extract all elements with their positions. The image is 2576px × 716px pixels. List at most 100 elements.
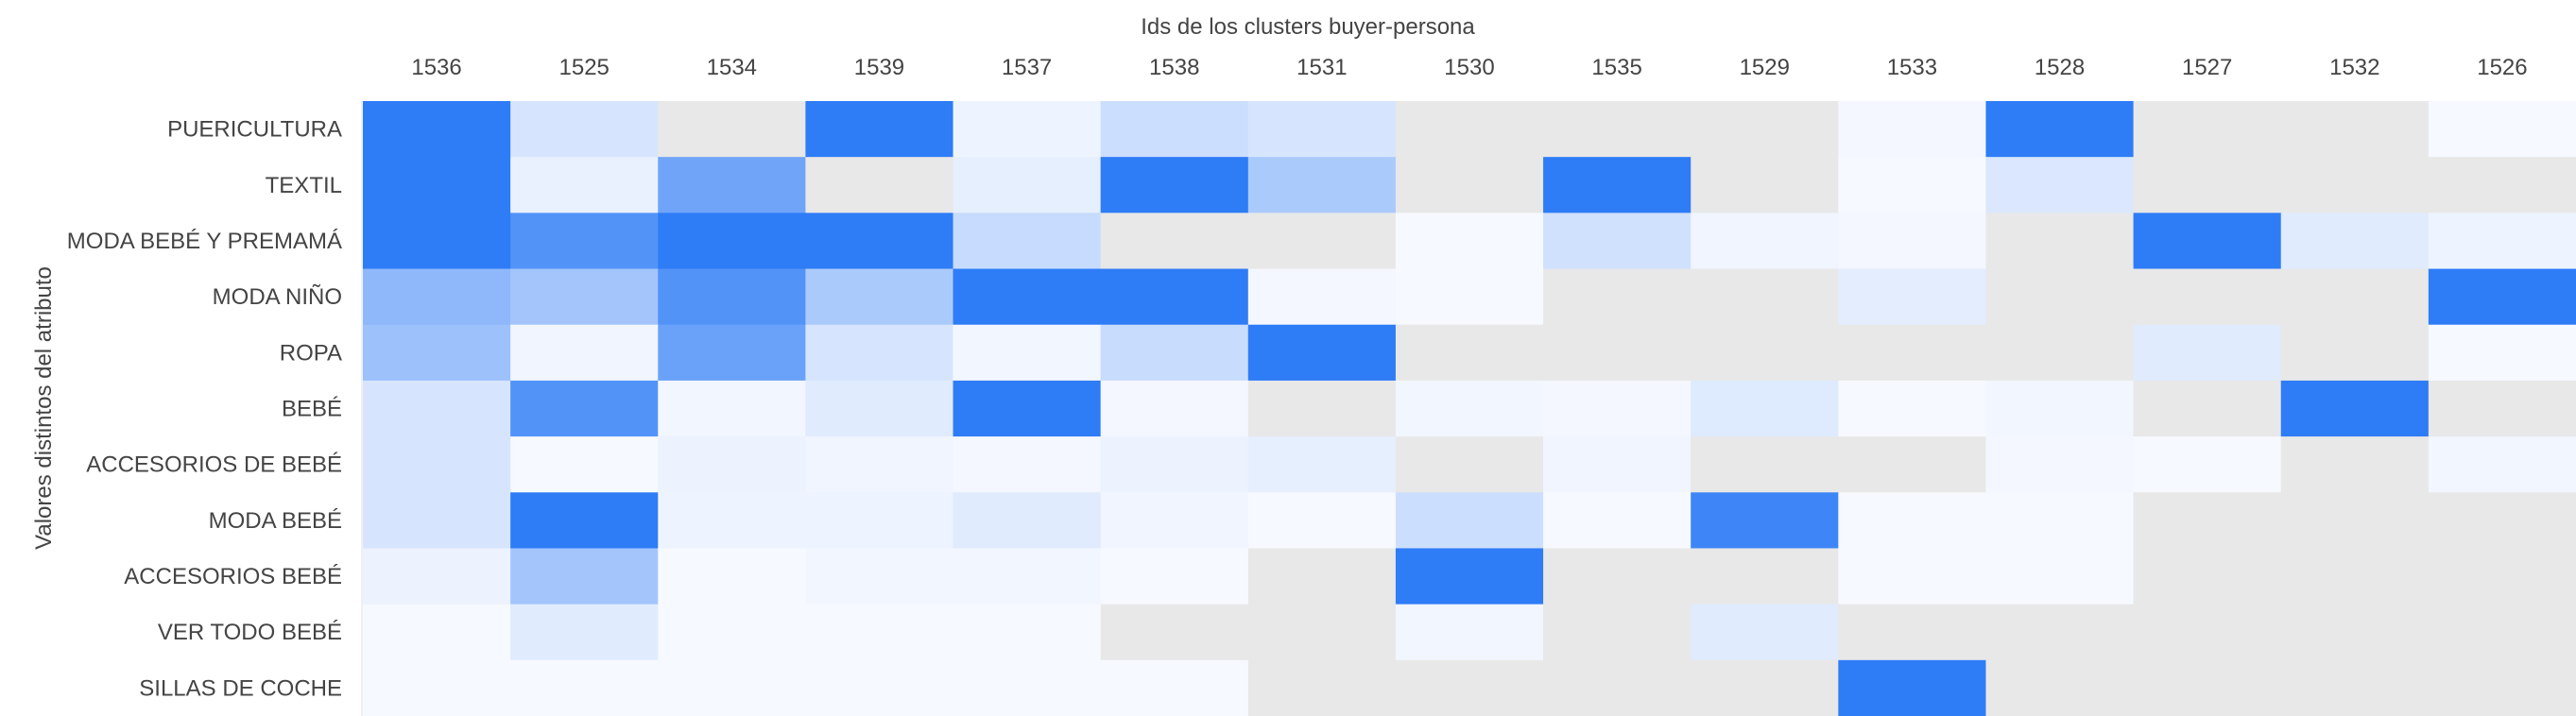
heatmap-cell-r2-c7 xyxy=(1395,213,1544,270)
heatmap-cell-r0-c11 xyxy=(1985,101,2135,158)
heatmap-cell-r3-c13 xyxy=(2280,268,2430,326)
heatmap-cell-r10-c3 xyxy=(805,659,954,716)
heatmap-cell-r7-c9 xyxy=(1691,492,1839,550)
heatmap-cell-r0-c8 xyxy=(1543,101,1692,158)
heatmap-cell-r7-c10 xyxy=(1838,492,1987,550)
x-tick-label: 1531 xyxy=(1297,55,1347,80)
heatmap-cell-r6-c2 xyxy=(658,436,806,493)
x-tick-label: 1526 xyxy=(2477,55,2527,80)
heatmap-cell-r6-c7 xyxy=(1395,436,1544,493)
heatmap-cell-r3-c9 xyxy=(1691,268,1839,326)
y-tick-label: MODA BEBÉ Y PREMAMÁ xyxy=(67,229,342,254)
heatmap-cell-r9-c10 xyxy=(1838,604,1987,661)
heatmap-cell-r1-c12 xyxy=(2133,157,2282,213)
heatmap-cell-r1-c6 xyxy=(1247,157,1397,213)
heatmap-cell-r1-c1 xyxy=(510,157,659,213)
heatmap-cell-r4-c1 xyxy=(510,324,659,382)
heatmap-cell-r1-c11 xyxy=(1985,157,2135,213)
heatmap-cell-r4-c8 xyxy=(1543,324,1692,382)
heatmap-cell-r5-c0 xyxy=(363,380,511,437)
heatmap-cell-r1-c7 xyxy=(1395,157,1544,213)
heatmap-cell-r5-c13 xyxy=(2280,380,2430,437)
heatmap-cell-r4-c12 xyxy=(2133,324,2282,382)
heatmap-cell-r8-c5 xyxy=(1100,548,1249,605)
heatmap-cell-r2-c4 xyxy=(953,213,1102,270)
heatmap-cell-r4-c9 xyxy=(1691,324,1839,382)
heatmap-cell-r1-c2 xyxy=(658,157,806,213)
heatmap-cell-r10-c10 xyxy=(1838,659,1987,716)
heatmap-cell-r9-c1 xyxy=(510,604,659,661)
heatmap-cell-r2-c0 xyxy=(363,213,511,270)
heatmap-cell-r10-c8 xyxy=(1543,659,1692,716)
heatmap-cell-r3-c3 xyxy=(805,268,954,326)
heatmap-cell-r4-c6 xyxy=(1247,324,1397,382)
heatmap-cell-r9-c3 xyxy=(805,604,954,661)
x-tick-label: 1537 xyxy=(1002,55,1052,80)
x-tick-label: 1539 xyxy=(854,55,904,80)
heatmap-cell-r7-c4 xyxy=(953,492,1102,550)
heatmap-cell-r0-c5 xyxy=(1100,101,1249,158)
heatmap-cell-r2-c6 xyxy=(1247,213,1397,270)
heatmap-cell-r9-c8 xyxy=(1543,604,1692,661)
heatmap-cell-r0-c14 xyxy=(2428,101,2576,158)
x-tick-label: 1527 xyxy=(2182,55,2232,80)
heatmap-cell-r7-c2 xyxy=(658,492,806,550)
heatmap-cell-r10-c12 xyxy=(2133,659,2282,716)
heatmap-cell-r8-c1 xyxy=(510,548,659,605)
y-tick-label: BEBÉ xyxy=(282,397,342,422)
heatmap-cell-r4-c5 xyxy=(1100,324,1249,382)
heatmap-cell-r6-c14 xyxy=(2428,436,2576,493)
heatmap-cell-r8-c12 xyxy=(2133,548,2282,605)
heatmap-cell-r4-c2 xyxy=(658,324,806,382)
heatmap-cell-r3-c10 xyxy=(1838,268,1987,326)
y-tick-label: ROPA xyxy=(280,340,342,366)
y-tick-label: MODA BEBÉ xyxy=(209,508,342,534)
x-tick-label: 1538 xyxy=(1149,55,1199,80)
heatmap-cell-r9-c0 xyxy=(363,604,511,661)
heatmap-cell-r3-c0 xyxy=(363,268,511,326)
heatmap-cell-r8-c11 xyxy=(1985,548,2135,605)
x-tick-label: 1533 xyxy=(1887,55,1937,80)
heatmap-cell-r5-c3 xyxy=(805,380,954,437)
heatmap-cell-r2-c2 xyxy=(658,213,806,270)
heatmap-cell-r6-c6 xyxy=(1247,436,1397,493)
heatmap-cell-r9-c11 xyxy=(1985,604,2135,661)
heatmap-cell-r5-c2 xyxy=(658,380,806,437)
heatmap-cell-r7-c13 xyxy=(2280,492,2430,550)
heatmap-cell-r9-c7 xyxy=(1395,604,1544,661)
heatmap-cell-r8-c0 xyxy=(363,548,511,605)
x-axis-title: Ids de los clusters buyer-persona xyxy=(1141,14,1475,40)
heatmap-cell-r7-c11 xyxy=(1985,492,2135,550)
y-tick-label: VER TODO BEBÉ xyxy=(158,620,342,645)
heatmap-cell-r7-c12 xyxy=(2133,492,2282,550)
x-tick-label: 1525 xyxy=(559,55,610,80)
heatmap-cell-r5-c9 xyxy=(1691,380,1839,437)
heatmap-cell-r0-c9 xyxy=(1691,101,1839,158)
heatmap-cell-r2-c5 xyxy=(1100,213,1249,270)
heatmap-cell-r4-c4 xyxy=(953,324,1102,382)
heatmap-cell-r8-c8 xyxy=(1543,548,1692,605)
heatmap-cell-r7-c6 xyxy=(1247,492,1397,550)
heatmap-cell-r4-c14 xyxy=(2428,324,2576,382)
heatmap-cell-r6-c1 xyxy=(510,436,659,493)
heatmap-cell-r7-c3 xyxy=(805,492,954,550)
heatmap-cell-r5-c11 xyxy=(1985,380,2135,437)
heatmap-cell-r8-c6 xyxy=(1247,548,1397,605)
x-axis-ticks: 1536 1525 1534 1539 1537 1538 1531 1530 1535 1529… xyxy=(411,55,2527,80)
heatmap-cell-r9-c4 xyxy=(953,604,1102,661)
heatmap-cell-r7-c8 xyxy=(1543,492,1692,550)
heatmap-cell-r5-c4 xyxy=(953,380,1102,437)
x-tick-label: 1529 xyxy=(1740,55,1790,80)
heatmap-cell-r9-c6 xyxy=(1247,604,1397,661)
heatmap-cell-r7-c7 xyxy=(1395,492,1544,550)
heatmap-cell-r0-c4 xyxy=(953,101,1102,158)
heatmap-cell-r1-c0 xyxy=(363,157,511,213)
heatmap-cell-r3-c11 xyxy=(1985,268,2135,326)
heatmap-cell-r6-c8 xyxy=(1543,436,1692,493)
heatmap-cell-r9-c14 xyxy=(2428,604,2576,661)
heatmap-cell-r0-c13 xyxy=(2280,101,2430,158)
heatmap-cell-r10-c11 xyxy=(1985,659,2135,716)
heatmap-cell-r6-c9 xyxy=(1691,436,1839,493)
x-tick-label: 1534 xyxy=(707,55,757,80)
